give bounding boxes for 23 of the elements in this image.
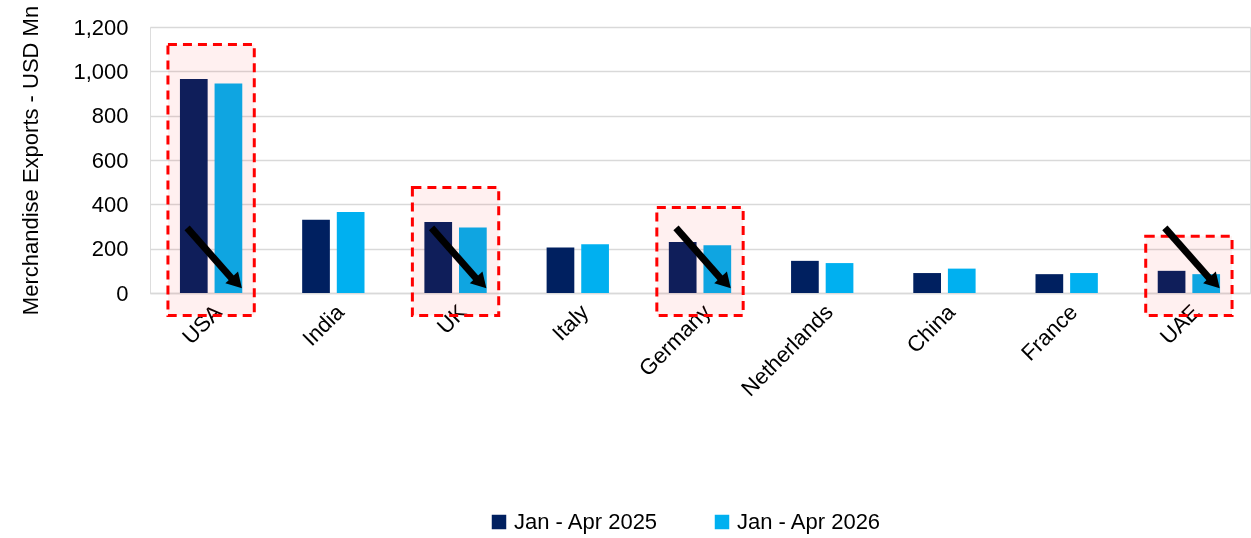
bar xyxy=(1035,274,1064,293)
bar xyxy=(336,212,365,293)
bar xyxy=(302,219,330,293)
bar xyxy=(581,244,609,293)
bar xyxy=(825,263,854,293)
y-tick-label: 600 xyxy=(91,147,129,173)
bar xyxy=(1070,273,1098,293)
y-tick-label: 0 xyxy=(116,280,129,306)
x-tick-label: Italy xyxy=(547,299,594,346)
y-tick-label: 1,200 xyxy=(73,14,129,40)
bar xyxy=(1157,270,1186,293)
y-tick-label: 200 xyxy=(91,236,129,262)
x-tick-label: USA xyxy=(176,299,227,350)
legend-label: Jan - Apr 2025 xyxy=(514,509,658,534)
bar xyxy=(913,273,941,293)
bar xyxy=(546,247,575,293)
bar xyxy=(791,260,819,293)
y-axis-title: Merchandise Exports - USD Mn xyxy=(18,5,44,316)
y-tick-label: 800 xyxy=(91,103,129,129)
legend-label: Jan - Apr 2026 xyxy=(737,509,881,534)
y-tick-label: 1,000 xyxy=(73,58,129,84)
bar xyxy=(947,268,976,293)
y-tick-label: 400 xyxy=(91,191,129,217)
